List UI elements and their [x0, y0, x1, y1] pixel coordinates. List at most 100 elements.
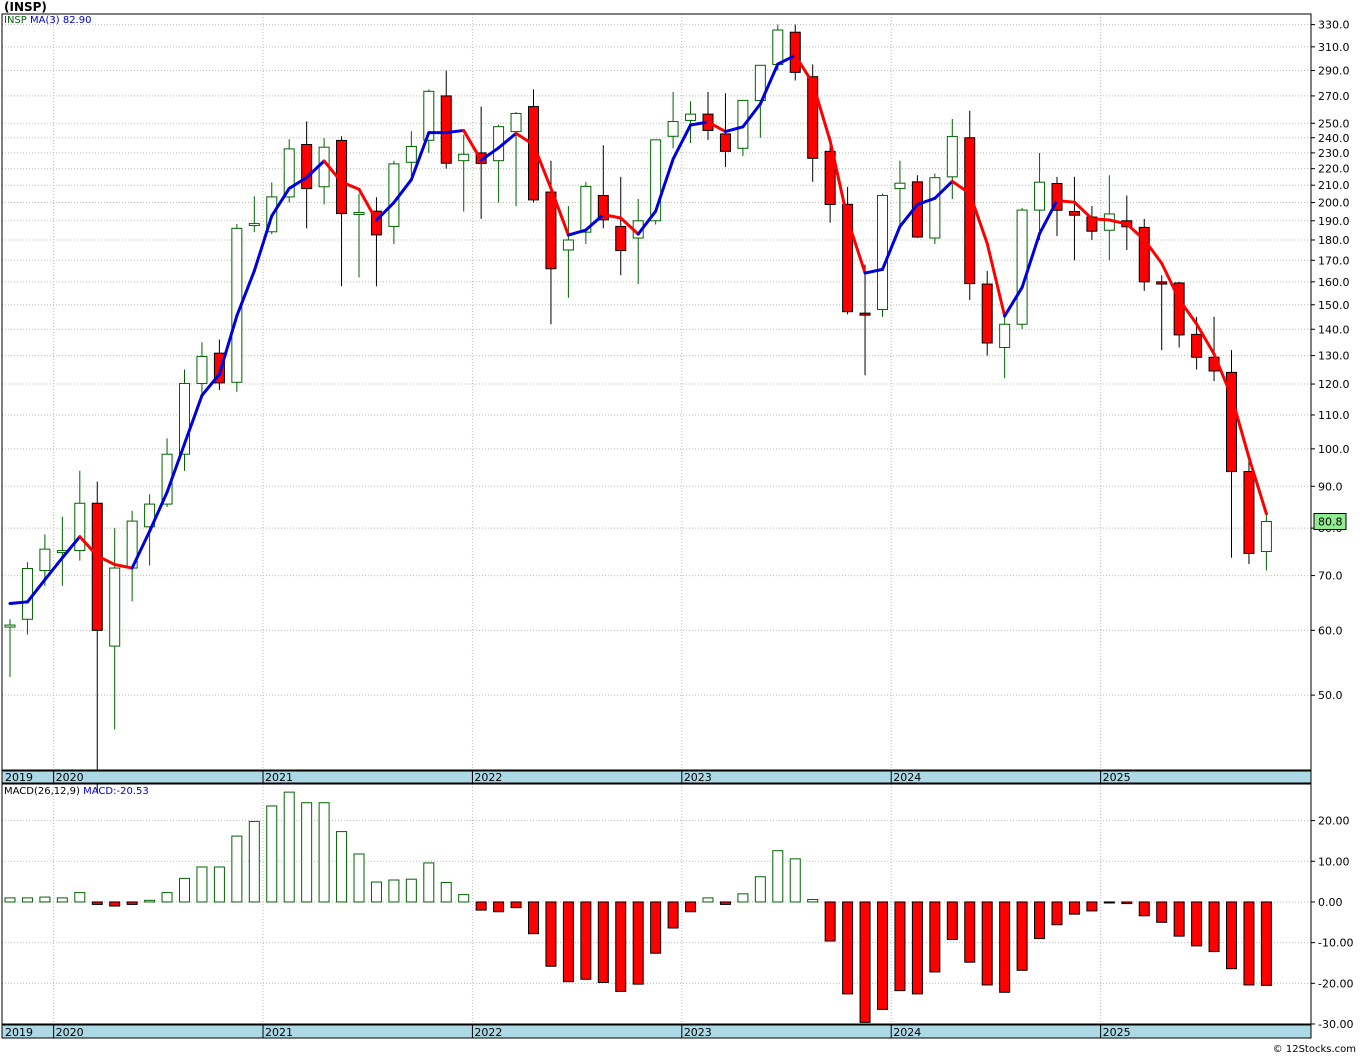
- ma-line-segment: [322, 159, 344, 184]
- y-tick-label: 220.0: [1318, 163, 1350, 176]
- ma-line-segment: [811, 81, 832, 143]
- ma-line-segment: [252, 214, 274, 273]
- macd-bar: [580, 901, 592, 980]
- ma-line-segment: [1107, 218, 1129, 226]
- main-x-axis-band: [1, 770, 1312, 784]
- macd-bar: [336, 831, 348, 903]
- year-label: 2020: [56, 771, 84, 784]
- candle-body: [737, 99, 749, 149]
- ma-line-segment: [1055, 199, 1076, 204]
- ma-line-segment: [532, 143, 553, 190]
- ma-line-segment: [1072, 200, 1094, 221]
- ma-line-segment: [392, 178, 413, 205]
- ma-line-segment: [706, 120, 727, 134]
- y-tick-label: 270.0: [1318, 90, 1350, 103]
- ma-line-segment: [950, 179, 972, 195]
- ma-line-segment: [462, 128, 483, 162]
- macd-bar: [981, 901, 993, 986]
- macd-bar: [597, 901, 609, 984]
- ma-line-segment: [409, 131, 431, 182]
- ma-line-segment: [479, 146, 501, 162]
- y-tick-label: 200.0: [1318, 197, 1350, 210]
- candle-body: [1138, 226, 1150, 283]
- candle-body: [440, 95, 452, 164]
- legend-macd-label: MACD(26,12,9): [4, 786, 80, 797]
- ma-line-segment: [43, 556, 64, 582]
- ma-line-segment: [357, 187, 378, 222]
- ma-line-segment: [60, 535, 82, 560]
- macd-bar: [911, 901, 923, 995]
- candle-body: [1068, 211, 1080, 216]
- macd-bar: [161, 892, 173, 903]
- ma-line-segment: [968, 191, 989, 245]
- macd-bar: [685, 901, 697, 913]
- macd-bar: [650, 901, 662, 954]
- macd-bar: [109, 901, 121, 907]
- macd-bar: [458, 894, 470, 903]
- macd-bar: [370, 881, 382, 903]
- candle-body: [597, 195, 609, 221]
- macd-bar: [929, 901, 941, 973]
- candle-body: [1260, 521, 1272, 553]
- macd-legend: MACD(26,12,9) MACD:-20.53: [4, 786, 149, 797]
- ma-line-segment: [444, 128, 466, 135]
- ma-line-segment: [776, 53, 797, 66]
- macd-bar: [999, 901, 1011, 993]
- ma-line-segment: [78, 535, 99, 558]
- ma-line-segment: [497, 131, 518, 150]
- candle-body: [894, 182, 906, 190]
- macd-bar: [283, 791, 295, 903]
- ma-line-segment: [95, 554, 117, 567]
- ma-line-segment: [305, 159, 326, 180]
- macd-bar: [1051, 901, 1063, 926]
- macd-bar: [510, 901, 522, 909]
- candle-body: [1156, 281, 1168, 285]
- macd-bar: [1103, 901, 1115, 904]
- macd-bar: [1208, 901, 1220, 953]
- ma-line-segment: [165, 442, 186, 494]
- y-tick-label: 210.0: [1318, 179, 1350, 192]
- ma-line-segment: [723, 125, 745, 134]
- macd-bar: [946, 901, 958, 940]
- candle-body: [1051, 183, 1063, 211]
- legend-ma-value: 82.90: [62, 15, 92, 26]
- ma-line-segment: [881, 224, 902, 271]
- ma-line-segment: [1177, 297, 1199, 326]
- year-label: 2022: [474, 771, 502, 784]
- candle-body: [21, 568, 33, 620]
- ma-line-segment: [183, 393, 204, 446]
- year-label: 2024: [893, 771, 921, 784]
- ma-line-segment: [793, 53, 815, 85]
- candle-body: [74, 502, 86, 552]
- candle-body: [388, 163, 400, 227]
- ma-line-segment: [654, 157, 675, 213]
- candle-body: [877, 195, 888, 311]
- ma-line-segment: [200, 372, 221, 397]
- ma-line-segment: [619, 216, 640, 236]
- macd-bar: [318, 802, 330, 903]
- macd-bar: [719, 901, 731, 905]
- year-label: 2019: [5, 771, 33, 784]
- candle-body: [615, 225, 627, 252]
- macd-bar: [301, 802, 313, 903]
- candle-body: [213, 352, 225, 384]
- y-tick-label: 150.0: [1318, 299, 1350, 312]
- candle-body: [109, 567, 121, 647]
- macd-bar: [737, 893, 749, 903]
- macd-bar: [789, 858, 801, 903]
- macd-bar: [91, 901, 103, 905]
- year-label: 2020: [56, 1026, 84, 1039]
- y-tick-label: 50.0: [1318, 689, 1343, 702]
- candle-body: [144, 503, 156, 528]
- macd-bar: [126, 901, 138, 905]
- ma-line-segment: [636, 209, 658, 236]
- macd-bar: [1086, 901, 1098, 912]
- macd-bar: [528, 901, 539, 935]
- year-label: 2021: [265, 771, 293, 784]
- candle-body: [1016, 209, 1028, 325]
- ma-line-segment: [846, 217, 867, 275]
- y-tick-label: 120.0: [1318, 378, 1350, 391]
- macd-bar: [702, 897, 714, 903]
- ma-line-segment: [741, 102, 762, 129]
- candle-body: [667, 121, 679, 137]
